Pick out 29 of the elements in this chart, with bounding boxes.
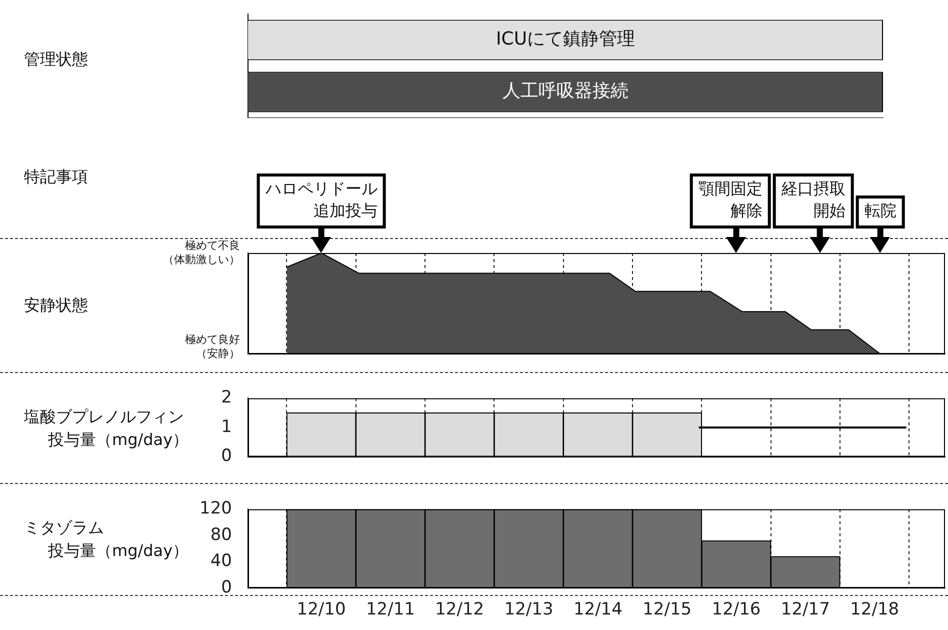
y-axis-title: ミタゾラム投与量（mg/day） (24, 518, 189, 560)
x-tick-label: 12/15 (642, 600, 692, 620)
y-tick-label: 0 (221, 577, 232, 598)
y-tick-label: 1 (221, 416, 232, 437)
y-tick-label: 120 (200, 498, 232, 519)
x-tick-label: 12/13 (504, 600, 554, 620)
text: 極めて良好（安静） (185, 332, 240, 360)
y-axis-title: 安静状態 (24, 295, 88, 314)
category-label: ICUにて鎮静管理 (496, 28, 636, 50)
y-tick-label: 0 (221, 446, 232, 466)
y-axis-title: 管理状態 (24, 49, 88, 68)
ref-line-label: 顎間固定解除 (698, 179, 762, 220)
ref-line-label: 経口摂取開始 (780, 179, 846, 220)
x-tick-label: 12/10 (296, 600, 346, 620)
y-axis-title: 塩酸ブプレノルフィン投与量（mg/day） (24, 406, 189, 448)
x-tick-label: 12/17 (780, 600, 830, 620)
ref-line-label: 転院 (864, 201, 896, 220)
y-tick-label: 2 (221, 388, 232, 408)
category-label: 人工呼吸器接続 (502, 80, 628, 102)
x-tick-label: 12/16 (712, 600, 761, 620)
y-tick-label: 40 (210, 551, 232, 572)
text: 極めて不良（体動激しい） (163, 238, 240, 266)
ref-line-label: ハロペリドール追加投与 (264, 179, 378, 220)
x-tick-label: 12/14 (573, 600, 622, 620)
x-tick-label: 12/12 (435, 600, 484, 620)
text: 特記事項 (24, 167, 88, 186)
y-tick-label: 80 (210, 524, 232, 545)
x-tick-label: 12/11 (366, 600, 415, 620)
x-tick-label: 12/18 (850, 600, 900, 620)
